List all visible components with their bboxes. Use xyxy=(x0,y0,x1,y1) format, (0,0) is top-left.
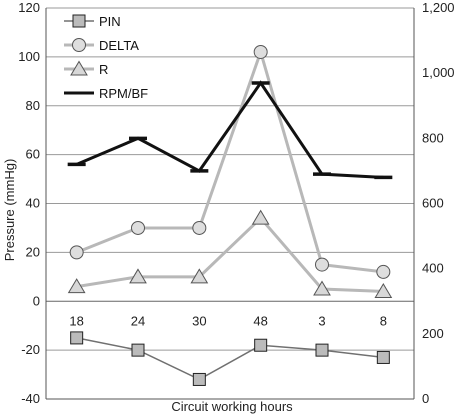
right-tick-label: 200 xyxy=(422,326,444,341)
data-point xyxy=(374,282,393,298)
series-line xyxy=(76,47,384,274)
category-tick-label: 48 xyxy=(253,313,267,328)
left-tick-label: 120 xyxy=(18,0,40,15)
right-axis-ticks: 0 200 400 600 800 1,000 1,200 xyxy=(422,0,455,406)
legend-item: DELTA xyxy=(64,38,139,53)
data-point xyxy=(192,372,206,386)
data-point xyxy=(254,338,268,352)
category-tick-label: 18 xyxy=(69,313,83,328)
data-point xyxy=(192,220,207,235)
series-delta xyxy=(69,44,391,279)
series-pin xyxy=(70,331,390,386)
data-point xyxy=(67,278,86,294)
left-tick-label: 0 xyxy=(33,293,40,308)
category-tick-label: 8 xyxy=(380,313,387,328)
data-point xyxy=(129,268,147,284)
series-line xyxy=(76,337,384,381)
legend-label: DELTA xyxy=(99,38,139,53)
right-tick-label: 400 xyxy=(422,261,444,276)
left-tick-label: -40 xyxy=(21,391,40,406)
category-tick-labels: 18 24 30 48 3 8 xyxy=(69,313,387,328)
series-layer xyxy=(67,44,393,386)
data-point xyxy=(313,280,331,296)
legend-marker xyxy=(72,38,86,52)
left-axis-ticks: -40 -20 0 20 40 60 80 100 120 xyxy=(18,0,40,406)
legend-label: RPM/BF xyxy=(99,86,148,101)
left-tick-label: 20 xyxy=(26,244,40,259)
data-point xyxy=(315,257,329,272)
category-tick-label: 30 xyxy=(192,313,206,328)
series-line xyxy=(76,215,384,293)
data-point xyxy=(131,220,145,235)
axes xyxy=(45,8,415,400)
grid-lines xyxy=(46,7,414,400)
category-tick-label: 24 xyxy=(131,313,145,328)
left-tick-label: -20 xyxy=(21,342,40,357)
data-point xyxy=(376,350,390,364)
series-rpm-bf xyxy=(67,80,393,180)
legend-marker xyxy=(72,14,86,28)
legend-item: RPM/BF xyxy=(64,86,148,101)
data-point xyxy=(69,245,84,260)
data-point xyxy=(376,264,391,279)
data-point xyxy=(190,268,209,284)
data-point xyxy=(70,331,84,345)
x-axis-title: Circuit working hours xyxy=(171,399,293,414)
data-point xyxy=(251,209,270,225)
series-line xyxy=(76,80,384,179)
legend-label: PIN xyxy=(99,14,121,29)
left-tick-label: 40 xyxy=(26,196,40,211)
y-axis-title: Pressure (mmHg) xyxy=(2,159,17,262)
legend-item: R xyxy=(64,60,108,77)
legend-label: R xyxy=(99,62,108,77)
series-r xyxy=(67,209,393,298)
right-tick-label: 0 xyxy=(422,391,429,406)
right-tick-label: 1,000 xyxy=(422,65,455,80)
legend-item: PIN xyxy=(64,14,121,29)
data-point xyxy=(253,44,268,59)
right-tick-label: 1,200 xyxy=(422,0,455,15)
category-tick-label: 3 xyxy=(318,313,325,328)
left-tick-label: 100 xyxy=(18,49,40,64)
left-tick-label: 80 xyxy=(26,98,40,113)
data-point xyxy=(315,343,329,357)
legend-marker xyxy=(70,60,88,76)
legend: PIN DELTA R RPM/BF xyxy=(64,14,148,101)
left-tick-label: 60 xyxy=(26,147,40,162)
right-tick-label: 800 xyxy=(422,130,444,145)
data-point xyxy=(131,343,145,357)
right-tick-label: 600 xyxy=(422,196,444,211)
